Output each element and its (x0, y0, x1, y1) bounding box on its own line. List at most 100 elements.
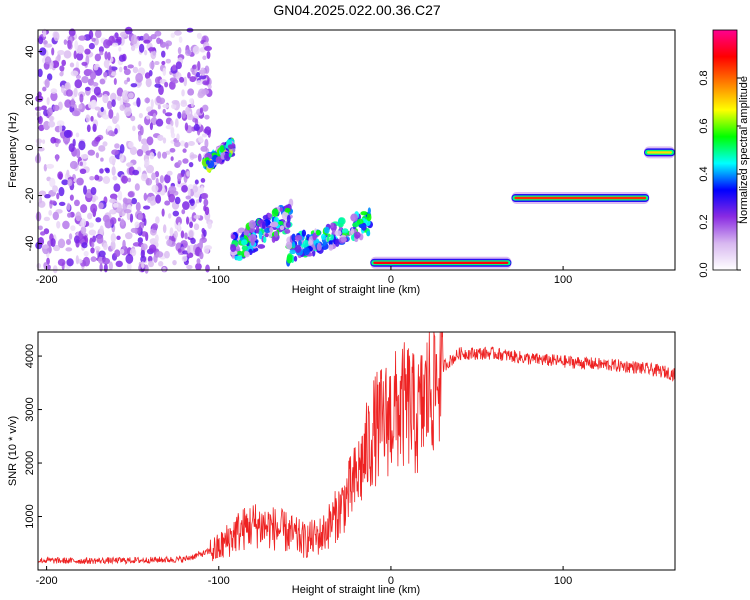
spectrogram-cell (83, 185, 87, 195)
spectrogram-cell (144, 97, 151, 104)
spectrogram-cell (162, 103, 170, 109)
spectrogram-cell (78, 103, 83, 110)
spectrogram-cell (110, 232, 117, 243)
spectrogram-cell (134, 221, 140, 229)
spectrogram-cell (131, 197, 138, 205)
spectrogram-cell (151, 172, 156, 181)
spectrogram-cell (179, 76, 185, 83)
spectrogram-ytick-label: 40 (24, 45, 36, 57)
spectrogram-ytick-label: -40 (24, 236, 36, 252)
spectrogram-ytick-label: 20 (24, 93, 36, 105)
spectrogram-cell (154, 76, 162, 85)
spectrogram-cell (201, 88, 210, 95)
spectrogram-ytick-label: -20 (24, 188, 36, 204)
spectrogram-cell (102, 141, 108, 147)
spectrogram-ylabel: Frequency (Hz) (7, 112, 19, 188)
spectrogram-cell (330, 222, 335, 229)
spectrogram-cell (166, 239, 173, 247)
spectrogram-cell (350, 213, 358, 222)
spectrogram-cell (90, 203, 98, 214)
spectrogram-cell (43, 216, 51, 222)
spectrogram-cell (62, 220, 70, 230)
spectrogram-cell (181, 209, 186, 215)
spectrogram-cell (56, 138, 61, 144)
spectrogram-cell (126, 77, 131, 82)
spectrogram-cell (119, 97, 124, 107)
snr-xtick-label: -200 (36, 575, 58, 587)
spectrogram-cell (192, 45, 200, 55)
spectrogram-cell (195, 262, 202, 271)
snr-ticks: -200 -100 0 100 1000 2000 3000 4000 (24, 344, 572, 587)
spectrogram-cell (37, 68, 43, 78)
spectrogram-cell (285, 241, 293, 250)
spectrogram-cell (202, 104, 209, 112)
spectrogram-cell (204, 114, 210, 120)
spectrogram-cell (64, 99, 72, 108)
spectrogram-cell (241, 239, 248, 246)
spectrogram-cell (98, 250, 106, 258)
spectrogram-cell (198, 136, 204, 143)
spectrogram-cell (88, 42, 95, 50)
spectrogram-cell (202, 55, 207, 61)
spectrogram-cell (121, 90, 130, 100)
spectrogram-cell (164, 250, 170, 259)
spectrogram-cell (229, 250, 238, 256)
spectrogram-cell (330, 234, 334, 241)
spectrogram-cell (65, 238, 72, 246)
spectrogram-cell (181, 184, 188, 193)
spectrogram-cell (162, 137, 167, 144)
spectrogram-cell (294, 234, 303, 241)
spectrogram-cell (155, 177, 159, 185)
spectrogram-cell (65, 89, 73, 97)
spectrogram-cell (294, 244, 302, 253)
spectrogram-cell (184, 142, 189, 149)
spectrogram-cell (284, 229, 291, 234)
colorbar-tick-label: 0.0 (698, 262, 710, 277)
spectrogram-cell (124, 106, 132, 117)
spectrogram-cell (58, 186, 65, 197)
spectrogram-xtick-label: 0 (388, 274, 394, 286)
spectrogram-cell (172, 260, 177, 266)
spectrogram-cell (92, 235, 97, 243)
spectrogram-cell (181, 89, 185, 97)
spectrogram-cell (132, 169, 140, 176)
spectrogram-cell (81, 61, 88, 66)
spectrogram-cell (173, 230, 178, 239)
spectrogram-cell (44, 194, 51, 199)
spectrogram-cell (42, 139, 46, 144)
spectrogram-cell (130, 227, 138, 233)
spectrogram-cell (159, 175, 164, 184)
spectrogram-cell (109, 209, 115, 215)
spectrogram-cell (271, 235, 276, 243)
spectrogram-cell (36, 153, 41, 163)
spectrogram-cell (85, 114, 91, 123)
spectrogram-cell (86, 124, 91, 133)
spectrogram-cell (120, 218, 125, 226)
spectrogram-cell (197, 153, 202, 162)
spectrogram-cell (149, 244, 157, 253)
spectrogram-cell (127, 177, 132, 183)
snr-ylabel: SNR (10 * v/v) (7, 416, 19, 486)
spectrogram-cell (102, 176, 111, 185)
spectrogram-cell (84, 48, 91, 55)
spectrogram-cell (147, 111, 154, 116)
spectrogram-cell (149, 61, 155, 70)
spectrogram-cell (50, 88, 58, 94)
spectrogram-cell (164, 200, 171, 206)
spectrogram-cell (337, 222, 344, 228)
spectrogram-cell (162, 67, 167, 77)
spectrogram-cell (204, 45, 213, 52)
spectrogram-cell (184, 122, 189, 131)
spectrogram-cell (98, 145, 106, 152)
spectrogram-cell (271, 208, 279, 217)
spectrogram-cell (90, 115, 94, 122)
spectrogram-cell (161, 208, 165, 217)
spectrogram-cell (138, 113, 143, 119)
spectrogram-cell (115, 112, 120, 122)
spectrogram-band-core (647, 151, 672, 154)
spectrogram-cell (157, 261, 164, 267)
spectrogram-cell (108, 261, 113, 271)
spectrogram-cell (103, 39, 111, 49)
spectrogram-cell (91, 139, 99, 147)
